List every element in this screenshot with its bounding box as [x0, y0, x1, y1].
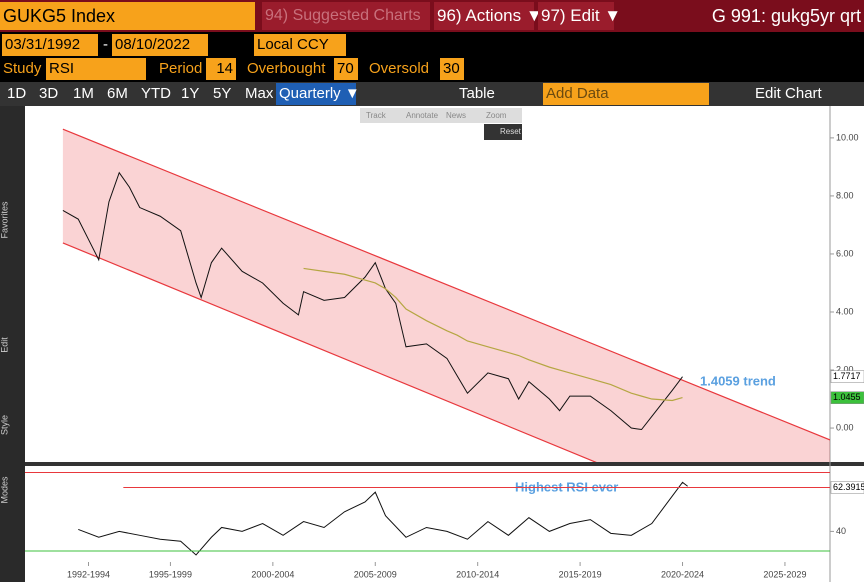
- x-tick-label: 1995-1999: [149, 569, 192, 579]
- channel-fill: [62, 129, 830, 462]
- y-tick-label: 4.00: [836, 306, 854, 316]
- value-badge: [830, 391, 864, 404]
- popup-item[interactable]: News: [446, 111, 466, 120]
- value-badge: [830, 481, 864, 494]
- side-label: Favorites: [0, 201, 9, 239]
- range-bar: [0, 82, 864, 106]
- range-button[interactable]: 1M: [73, 85, 94, 102]
- x-tick-label: 2015-2019: [559, 569, 602, 579]
- overbought-label: Overbought: [247, 60, 326, 77]
- range-button[interactable]: 1Y: [181, 85, 200, 102]
- popup-item[interactable]: Track: [366, 111, 387, 120]
- range-button[interactable]: YTD: [141, 85, 171, 102]
- currency[interactable]: Local CCY: [254, 34, 346, 56]
- side-label: Modes: [0, 476, 9, 504]
- value-badge: [830, 370, 864, 383]
- value-badge-label: 1.0455: [833, 392, 861, 402]
- edit-chart[interactable]: Edit Chart: [755, 85, 822, 102]
- plot-bg: [25, 106, 830, 582]
- popup-item[interactable]: Annotate: [406, 111, 439, 120]
- period[interactable]: 14: [206, 58, 236, 80]
- rsi-annotation: Highest RSI ever: [515, 479, 618, 494]
- study[interactable]: RSI: [46, 58, 146, 80]
- table-button[interactable]: Table: [459, 85, 495, 102]
- frequency[interactable]: Quarterly ▼: [276, 83, 360, 105]
- panel: [78, 481, 688, 556]
- x-tick-label: 2000-2004: [251, 569, 294, 579]
- panel: [62, 128, 830, 462]
- popup: Track Annotate News Zoom Reset: [360, 108, 522, 140]
- channel-line: [62, 128, 830, 441]
- edit-menu[interactable]: 97) Edit ▼: [538, 2, 621, 30]
- suggested-charts[interactable]: 94) Suggested Charts: [262, 2, 430, 30]
- series-line: [303, 267, 683, 402]
- range-button[interactable]: 5Y: [213, 85, 232, 102]
- x-tick-label: 2025-2029: [763, 569, 806, 579]
- overbought[interactable]: 70: [334, 58, 358, 80]
- y-tick-label: 40: [836, 526, 846, 536]
- side-label: Style: [0, 415, 9, 435]
- series-line: [78, 481, 688, 556]
- range-button[interactable]: 6M: [107, 85, 128, 102]
- y-tick-label: 6.00: [836, 248, 854, 258]
- x-tick-label: 2020-2024: [661, 569, 704, 579]
- popup-item[interactable]: Zoom: [486, 111, 507, 120]
- end-date[interactable]: 08/10/2022: [112, 34, 208, 56]
- oversold[interactable]: 30: [440, 58, 464, 80]
- x-tick-label: 2005-2009: [354, 569, 397, 579]
- value-badge-label: 62.3915: [833, 482, 864, 492]
- actions-menu[interactable]: 96) Actions ▼: [434, 2, 543, 30]
- popup-reset[interactable]: Reset: [500, 127, 522, 136]
- date-dash: -: [103, 36, 108, 53]
- start-date[interactable]: 03/31/1992: [2, 34, 98, 56]
- oversold-label: Oversold: [369, 60, 430, 77]
- study-label: Study: [3, 60, 42, 77]
- y-tick-label: 10.00: [836, 132, 859, 142]
- axis-bg: [830, 106, 864, 582]
- range-button[interactable]: Max: [245, 85, 274, 102]
- tool-strip: [0, 106, 25, 582]
- function-code: G 991: gukg5yr qrt: [711, 6, 861, 26]
- side-label: Edit: [0, 337, 9, 353]
- series-line: [62, 171, 683, 431]
- y-tick-label: 8.00: [836, 190, 854, 200]
- trend-annotation: 1.4059 trend: [700, 373, 776, 388]
- y-tick-label: 2.00: [836, 364, 854, 374]
- security[interactable]: GUKG5 Index: [0, 2, 255, 30]
- range-button[interactable]: 1D: [7, 85, 27, 102]
- y-tick-label: 0.00: [836, 422, 854, 432]
- x-tick-label: 2010-2014: [456, 569, 499, 579]
- add-data[interactable]: Add Data: [543, 83, 709, 105]
- x-tick-label: 1992-1994: [67, 569, 110, 579]
- value-badge-label: 1.7717: [833, 371, 861, 381]
- range-button[interactable]: 3D: [39, 85, 59, 102]
- channel-line: [62, 242, 597, 462]
- period-label: Period: [159, 60, 203, 77]
